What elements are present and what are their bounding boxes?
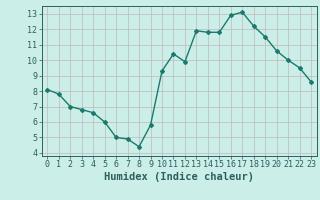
X-axis label: Humidex (Indice chaleur): Humidex (Indice chaleur) — [104, 172, 254, 182]
